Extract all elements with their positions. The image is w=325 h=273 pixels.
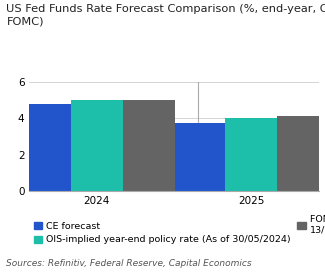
Text: US Fed Funds Rate Forecast Comparison (%, end-year, CE, OIS,
FOMC): US Fed Funds Rate Forecast Comparison (%… (6, 4, 325, 26)
Bar (19, 104, 71, 191)
Bar (71, 100, 123, 191)
Bar (225, 118, 277, 191)
Text: Sources: Refinitiv, Federal Reserve, Capital Economics: Sources: Refinitiv, Federal Reserve, Cap… (6, 259, 252, 268)
Bar (173, 123, 225, 191)
Legend: CE forecast, OIS-implied year-end policy rate (As of 30/05/2024), FOMC Median Fe: CE forecast, OIS-implied year-end policy… (34, 215, 325, 244)
Bar (277, 117, 325, 191)
Bar (123, 100, 175, 191)
